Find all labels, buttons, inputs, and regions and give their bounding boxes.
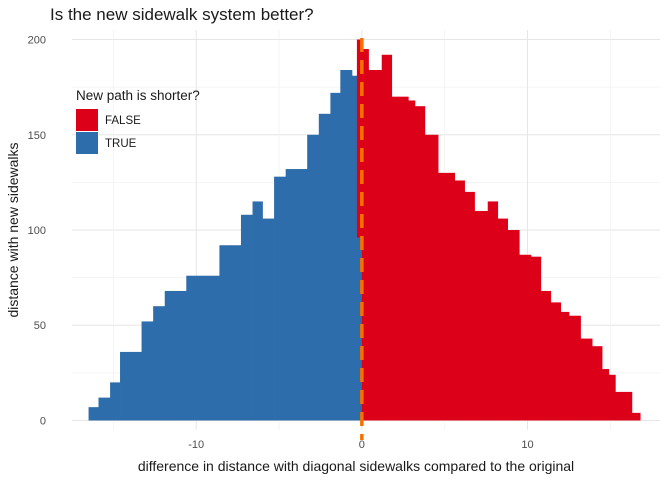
legend-label-true: TRUE bbox=[105, 138, 137, 150]
bar bbox=[88, 407, 99, 421]
series-false bbox=[356, 39, 641, 421]
legend-title: New path is shorter? bbox=[76, 88, 200, 103]
bar bbox=[519, 254, 532, 421]
bar bbox=[330, 92, 341, 421]
bar bbox=[580, 338, 593, 421]
bar bbox=[631, 412, 641, 421]
bar bbox=[307, 134, 320, 421]
bar bbox=[398, 96, 409, 421]
x-tick-label: 10 bbox=[521, 439, 533, 451]
bar bbox=[507, 230, 520, 421]
bar bbox=[464, 191, 475, 421]
legend-label-false: FALSE bbox=[105, 115, 141, 127]
bar bbox=[361, 49, 369, 421]
y-tick-label: 100 bbox=[28, 225, 46, 237]
bar bbox=[207, 275, 220, 421]
bar bbox=[391, 96, 399, 421]
bars bbox=[88, 39, 641, 421]
bar bbox=[592, 346, 603, 421]
bar bbox=[351, 75, 363, 421]
bar bbox=[381, 54, 393, 421]
bar bbox=[608, 374, 616, 421]
bar bbox=[174, 290, 187, 421]
bar bbox=[186, 275, 209, 421]
bar bbox=[497, 218, 509, 421]
bar bbox=[530, 256, 542, 421]
y-tick-label: 50 bbox=[34, 320, 46, 332]
bar bbox=[120, 351, 142, 421]
series-true bbox=[88, 70, 363, 421]
bar bbox=[240, 214, 253, 421]
bar bbox=[414, 106, 426, 421]
chart-title: Is the new sidewalk system better? bbox=[50, 5, 314, 24]
bar bbox=[262, 218, 275, 421]
legend: New path is shorter? FALSE TRUE bbox=[76, 88, 200, 154]
bar bbox=[602, 369, 610, 421]
bar bbox=[424, 134, 439, 421]
bar bbox=[560, 311, 570, 421]
bar bbox=[356, 39, 363, 238]
bar bbox=[438, 172, 456, 421]
bar bbox=[454, 180, 465, 421]
bar bbox=[487, 201, 499, 421]
bar bbox=[368, 70, 383, 421]
bar bbox=[219, 245, 232, 421]
bar bbox=[474, 210, 489, 421]
x-tick-label: 0 bbox=[359, 439, 365, 451]
legend-swatch-true bbox=[76, 132, 98, 154]
x-tick-label: -10 bbox=[188, 439, 204, 451]
bar bbox=[231, 245, 242, 421]
bar bbox=[285, 169, 308, 421]
bar bbox=[98, 397, 111, 421]
bar bbox=[408, 100, 416, 421]
bar bbox=[615, 391, 633, 421]
x-axis-title: difference in distance with diagonal sid… bbox=[138, 458, 574, 474]
bar bbox=[274, 176, 287, 421]
y-axis-title: distance with new sidewalks bbox=[5, 142, 21, 317]
y-tick-label: 0 bbox=[40, 415, 46, 427]
bar bbox=[318, 113, 331, 421]
bar bbox=[540, 290, 552, 421]
bar bbox=[141, 321, 154, 421]
y-tick-label: 150 bbox=[28, 130, 46, 142]
bar bbox=[568, 315, 581, 421]
legend-swatch-false bbox=[76, 109, 98, 131]
bar bbox=[110, 382, 121, 421]
bar bbox=[550, 302, 562, 421]
bar bbox=[164, 290, 176, 421]
bar bbox=[153, 306, 166, 421]
bar bbox=[340, 70, 353, 421]
bar bbox=[252, 201, 263, 421]
y-tick-label: 200 bbox=[28, 35, 46, 47]
